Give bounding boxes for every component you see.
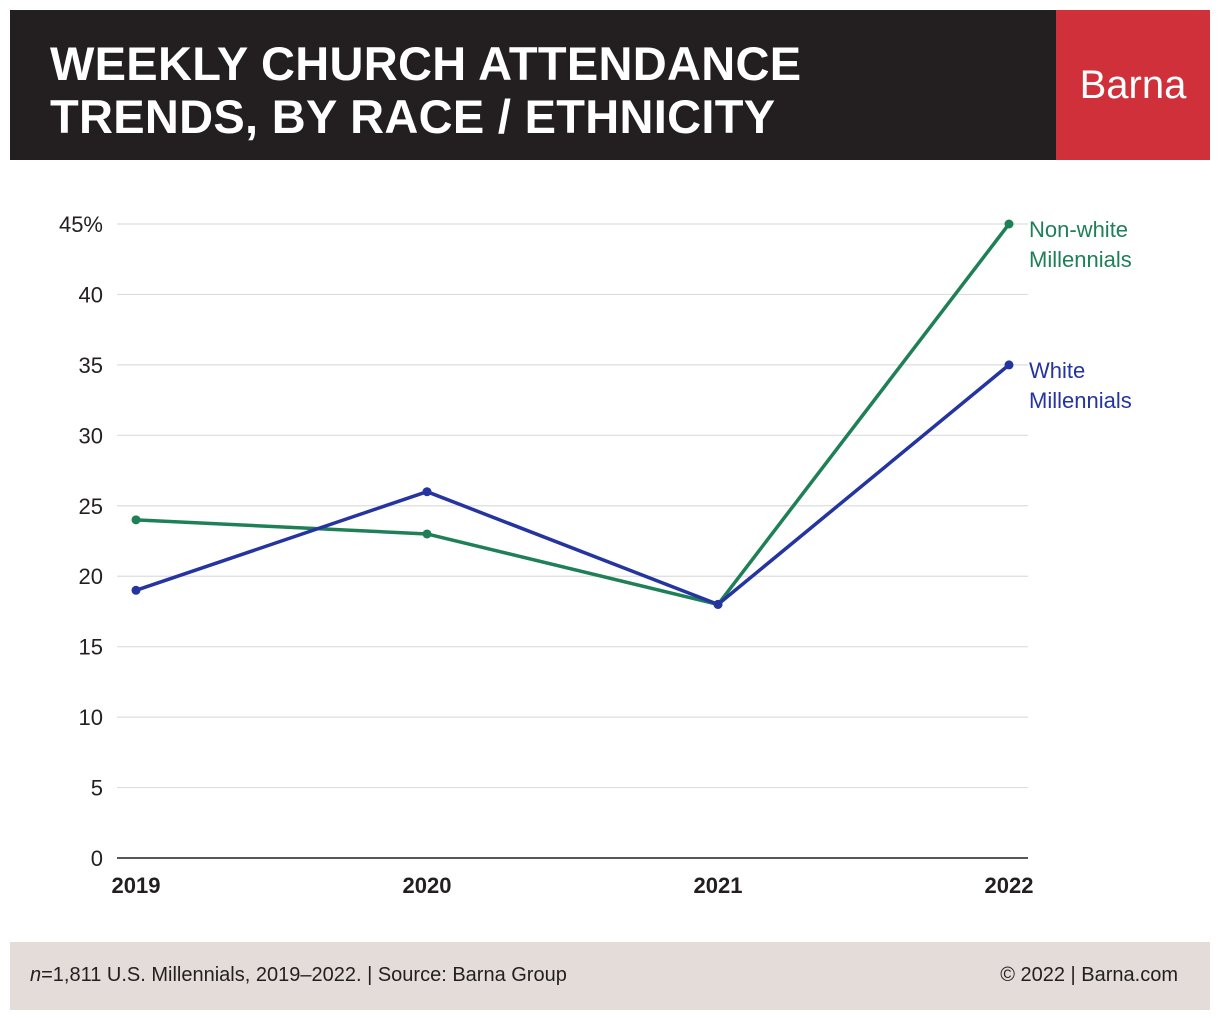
grid-lines <box>117 223 1028 859</box>
x-tick-label: 2020 <box>403 873 452 898</box>
data-point <box>131 515 141 525</box>
header-bar: WEEKLY CHURCH ATTENDANCE TRENDS, BY RACE… <box>10 10 1056 160</box>
footer: n=1,811 U.S. Millennials, 2019–2022. | S… <box>10 942 1210 1010</box>
y-tick-label: 20 <box>79 564 103 589</box>
y-tick-label: 25 <box>79 494 103 519</box>
brand-logo: Barna <box>1056 10 1210 160</box>
y-tick-label: 10 <box>79 705 103 730</box>
y-tick-label: 40 <box>79 282 103 307</box>
data-point <box>713 599 723 609</box>
data-point <box>1004 360 1014 370</box>
y-tick-label: 30 <box>79 423 103 448</box>
series-labels: Non-white Millennials White Millennials <box>1029 217 1132 413</box>
copyright: © 2022 | Barna.com <box>1000 964 1178 986</box>
x-tick-label: 2019 <box>112 873 161 898</box>
line-chart: 0 5 10 15 20 25 30 35 40 45% 2019 2020 2021 2022 Non… <box>59 212 1132 898</box>
y-tick-label: 5 <box>91 776 103 801</box>
y-axis-labels: 0 5 10 15 20 25 30 35 40 45% <box>59 212 103 871</box>
y-tick-label: 35 <box>79 353 103 378</box>
data-point <box>1004 219 1014 229</box>
series-line <box>134 363 1011 607</box>
chart-title: WEEKLY CHURCH ATTENDANCE TRENDS, BY RACE… <box>50 37 802 143</box>
y-tick-label: 0 <box>91 846 103 871</box>
source-text: =1,811 U.S. Millennials, 2019–2022. | So… <box>41 964 567 986</box>
data-point <box>131 585 141 595</box>
y-tick-label: 45% <box>59 212 103 237</box>
brand-name: Barna <box>1079 62 1187 107</box>
data-point <box>422 487 432 497</box>
series-points <box>131 219 1014 609</box>
sample-size-symbol: n <box>30 964 42 986</box>
x-axis-labels: 2019 2020 2021 2022 <box>112 873 1034 898</box>
source-note: n=1,811 U.S. Millennials, 2019–2022. | S… <box>30 964 567 987</box>
series-label: Non-white Millennials <box>1029 217 1132 272</box>
x-tick-label: 2022 <box>985 873 1034 898</box>
series-line <box>134 222 1011 607</box>
series-lines <box>134 222 1011 607</box>
x-tick-label: 2021 <box>694 873 743 898</box>
y-tick-label: 15 <box>79 635 103 660</box>
data-point <box>422 529 432 539</box>
series-label: White Millennials <box>1029 358 1132 413</box>
